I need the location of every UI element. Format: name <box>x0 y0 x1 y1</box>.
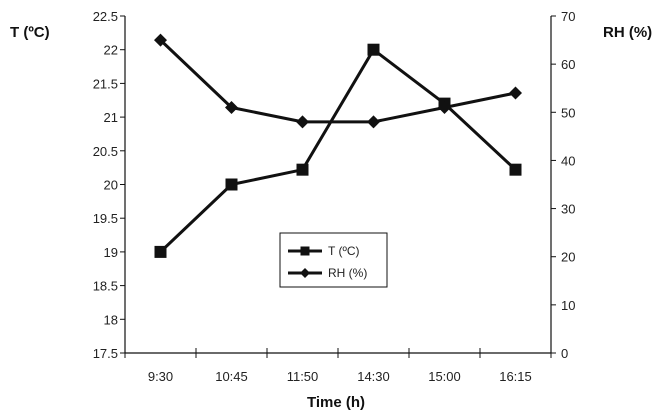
left-axis-tick-label: 18 <box>104 312 118 327</box>
right-axis-tick-label: 70 <box>561 9 575 24</box>
legend: T (ºC) RH (%) <box>279 232 388 288</box>
left-axis-tick-label: 20.5 <box>93 144 118 159</box>
x-axis-tick-label: 9:30 <box>148 369 173 384</box>
data-point-humidity <box>509 86 522 100</box>
left-axis-tick-label: 20 <box>104 178 118 193</box>
data-point-temperature <box>367 43 380 56</box>
left-axis-tick-label: 19 <box>104 245 118 260</box>
right-axis-tick-label: 60 <box>561 57 575 72</box>
data-point-humidity <box>296 115 309 129</box>
x-axis-tick-label: 11:50 <box>287 369 319 384</box>
right-axis-tick-label: 50 <box>561 105 575 120</box>
left-axis-tick-label: 17.5 <box>93 346 118 361</box>
right-axis-tick-label: 0 <box>561 346 568 361</box>
data-point-temperature <box>509 163 522 176</box>
x-axis-tick-label: 15:00 <box>428 369 461 384</box>
right-axis-tick-label: 30 <box>561 202 575 217</box>
data-point-temperature <box>225 178 238 191</box>
right-axis-tick-label: 20 <box>561 250 575 265</box>
data-point-temperature <box>154 245 167 258</box>
left-axis-tick-label: 22.5 <box>93 9 118 24</box>
right-axis-tick-label: 40 <box>561 153 575 168</box>
data-point-humidity <box>225 100 238 114</box>
right-axis-title: RH (%) <box>603 24 652 41</box>
x-axis-tick-label: 14:30 <box>357 369 390 384</box>
axes: 17.5 18 18.5 19 19.5 20 20.5 21 21.5 22 22.5 0 10 20 3… <box>93 9 576 384</box>
legend-label-humidity: RH (%) <box>328 266 367 280</box>
left-axis-tick-label: 21 <box>104 110 118 125</box>
x-axis-title: Time (h) <box>307 394 365 411</box>
series-line-humidity <box>159 39 516 124</box>
legend-label-temperature: T (ºC) <box>328 244 360 258</box>
data-point-humidity <box>438 100 451 114</box>
legend-marker-humidity <box>300 268 310 278</box>
left-axis-tick-label: 19.5 <box>93 211 118 226</box>
left-axis-tick-label: 21.5 <box>93 76 118 91</box>
x-axis-tick-label: 16:15 <box>499 369 532 384</box>
legend-marker-temperature <box>300 246 310 256</box>
data-point-humidity <box>367 115 380 129</box>
right-axis-tick-label: 10 <box>561 298 575 313</box>
x-axis-tick-label: 10:45 <box>215 369 248 384</box>
left-axis-tick-label: 22 <box>104 43 118 58</box>
left-axis-tick-label: 18.5 <box>93 279 118 294</box>
left-axis-title: T (ºC) <box>10 24 50 41</box>
series-line-temperature <box>159 48 517 253</box>
series-layer <box>154 33 522 258</box>
legend-box <box>279 232 388 288</box>
data-point-humidity <box>154 33 167 47</box>
data-point-temperature <box>296 163 309 176</box>
